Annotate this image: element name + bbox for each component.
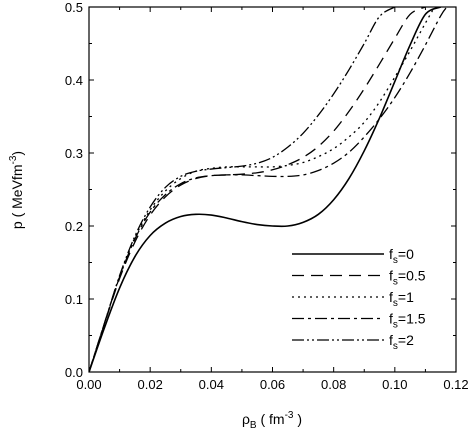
x-axis-label-unit-close: ) xyxy=(293,411,302,427)
legend-label-0: fs=0 xyxy=(389,246,414,266)
x-tick-label: 0.10 xyxy=(382,377,407,392)
x-axis-label-unit: ( fm xyxy=(257,411,285,427)
x-axis-label-main: ρ xyxy=(242,411,250,427)
series-line-1 xyxy=(89,7,426,372)
y-tick-label: 0.2 xyxy=(65,219,83,234)
legend-label-4: fs=2 xyxy=(389,332,414,352)
x-tick-label: 0.06 xyxy=(260,377,285,392)
x-tick-label: 0.08 xyxy=(321,377,346,392)
y-axis-label-main: p ( MeVfm xyxy=(9,165,25,230)
y-tick-label: 0.3 xyxy=(65,146,83,161)
x-axis-label-unit-sup: -3 xyxy=(285,410,294,421)
series-line-4 xyxy=(89,7,396,372)
x-tick-label: 0.02 xyxy=(138,377,163,392)
x-tick-label: 0.12 xyxy=(443,377,468,392)
y-axis-label-post: ) xyxy=(9,151,25,156)
series-line-0 xyxy=(89,7,442,372)
y-axis-label-sup: -3 xyxy=(8,155,19,164)
legend: fs=0fs=0.5fs=1fs=1.5fs=2 xyxy=(292,246,426,352)
ticks-layer: 0.00 0.02 0.04 0.06 0.08 0.10 0.12 0.0 0.1 0.2 0.3… xyxy=(65,0,469,392)
y-tick-label: 0.0 xyxy=(65,365,83,380)
series-line-2 xyxy=(89,7,436,372)
y-tick-label: 0.4 xyxy=(65,73,83,88)
y-tick-label: 0.5 xyxy=(65,0,83,15)
x-axis-label: ρB ( fm-3 ) xyxy=(242,410,302,431)
x-axis-label-sub: B xyxy=(250,420,257,431)
y-axis-label: p ( MeVfm-3) xyxy=(8,151,25,229)
legend-label-1: fs=0.5 xyxy=(389,268,426,288)
x-tick-label: 0.00 xyxy=(76,377,101,392)
x-tick-label: 0.04 xyxy=(199,377,224,392)
series-line-3 xyxy=(89,7,448,372)
legend-label-3: fs=1.5 xyxy=(389,311,426,331)
series-layer xyxy=(89,7,448,372)
y-tick-label: 0.1 xyxy=(65,292,83,307)
legend-label-2: fs=1 xyxy=(389,289,414,309)
